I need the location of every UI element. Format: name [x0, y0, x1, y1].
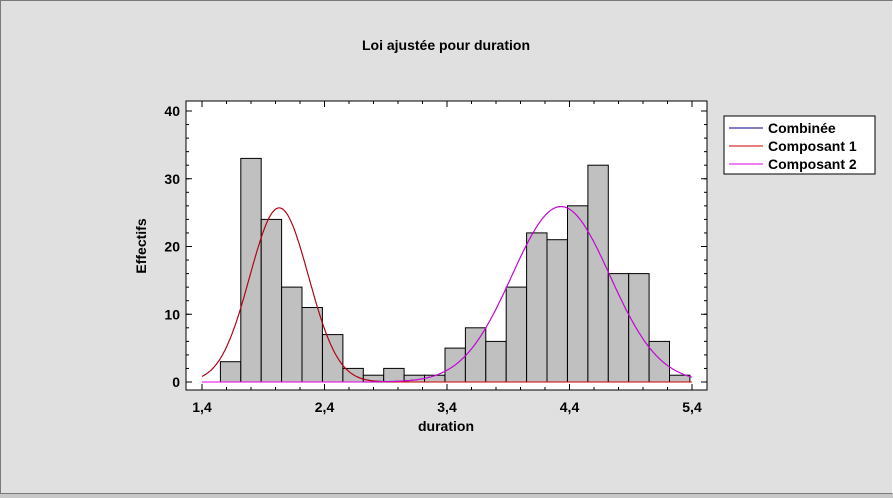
y-tick-label: 0: [172, 374, 180, 390]
x-tick-label: 5,4: [682, 399, 702, 415]
curve-composant-1: [201, 207, 692, 383]
x-tick-label: 4,4: [560, 399, 580, 415]
y-tick-label: 10: [164, 306, 180, 322]
histogram-bar: [424, 374, 446, 383]
histogram-bar: [526, 232, 548, 383]
histogram-bar: [669, 374, 691, 383]
histogram-bar: [567, 205, 589, 383]
histogram-bar: [342, 367, 364, 383]
y-tick-label: 40: [164, 103, 180, 119]
chart-title: Loi ajustée pour duration: [362, 37, 530, 53]
histogram-bar: [464, 327, 487, 383]
legend-label-composant-1: Composant 1: [768, 138, 857, 154]
legend-label-combinee: Combinée: [768, 120, 836, 136]
histogram-bar: [485, 340, 507, 383]
histogram-bar: [607, 273, 630, 383]
window-bottom-edge: [0, 494, 893, 498]
histogram-bar: [628, 273, 650, 383]
y-axis: 0 10 20 30 40: [164, 103, 707, 390]
legend: Combinée Composant 1 Composant 2: [723, 115, 876, 175]
x-axis: 1,4 2,4 3,4 4,4 5,4: [192, 101, 702, 415]
legend-label-composant-2: Composant 2: [768, 156, 857, 172]
histogram-bar: [546, 239, 568, 383]
curve-composant-2: [202, 205, 693, 383]
histogram-bar: [648, 340, 670, 383]
x-tick-label: 3,4: [437, 399, 457, 415]
histogram-bar: [322, 334, 344, 383]
density-curves: [201, 205, 693, 383]
histogram-bar: [301, 307, 323, 383]
histogram-bars: [219, 157, 691, 383]
histogram-bar: [587, 164, 609, 383]
y-tick-label: 30: [164, 171, 180, 187]
x-tick-label: 1,4: [192, 399, 212, 415]
histogram-bar: [260, 218, 283, 383]
x-tick-label: 2,4: [315, 399, 335, 415]
x-axis-label: duration: [418, 418, 474, 434]
y-axis-label: Effectifs: [133, 218, 149, 273]
y-tick-label: 20: [164, 239, 180, 255]
histogram-bar: [219, 361, 242, 383]
histogram-bar: [383, 367, 405, 383]
histogram-bar: [281, 286, 303, 383]
histogram-bar: [505, 286, 528, 383]
